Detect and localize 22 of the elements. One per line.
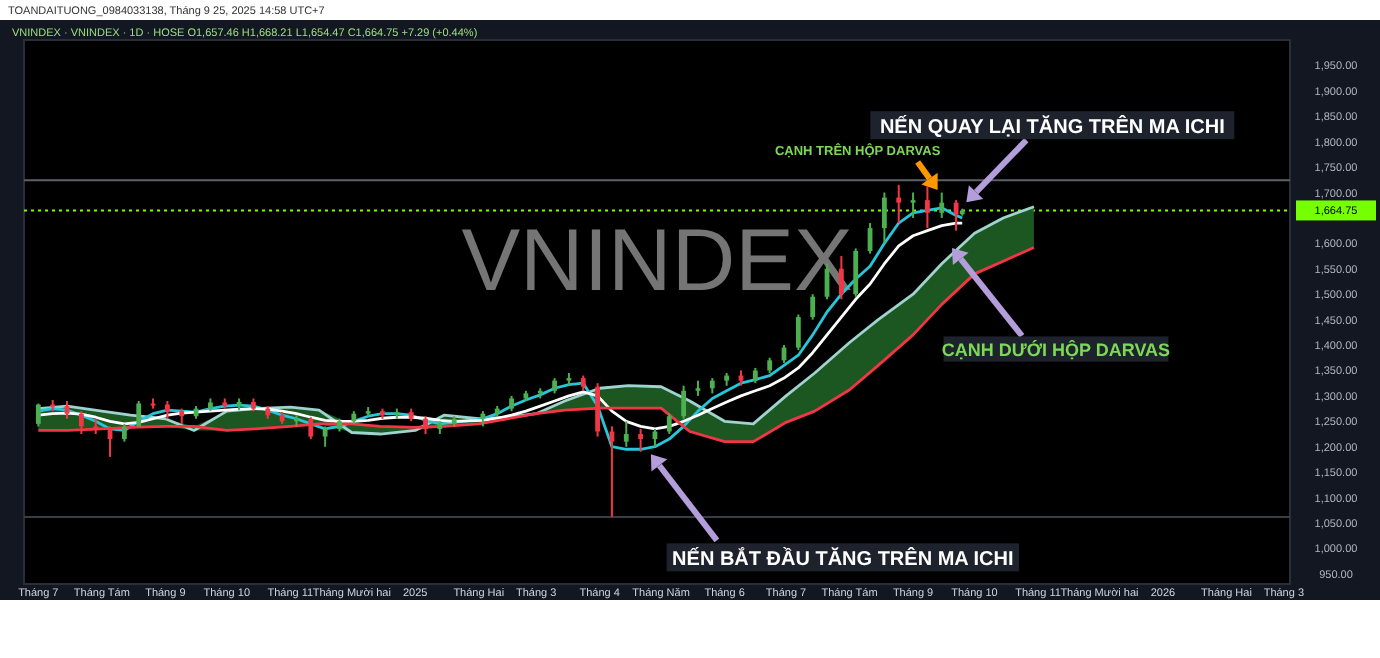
candlestick [609, 425, 615, 518]
candlestick [35, 402, 41, 428]
candlestick [939, 191, 945, 219]
annotation: NẾN BẮT ĐẦU TĂNG TRÊN MA ICHI [672, 547, 1015, 572]
candlestick [136, 399, 142, 428]
candlestick [795, 313, 801, 352]
candlestick [78, 410, 84, 436]
candlestick [322, 425, 328, 448]
annotation: CẠNH DƯỚI HỘP DARVAS [941, 338, 1171, 361]
candlestick [623, 420, 629, 448]
candlestick [810, 293, 816, 321]
candlestick [896, 183, 902, 225]
annotation: NẾN QUAY LẠI TĂNG TRÊN MA ICHI [879, 115, 1226, 140]
candlestick [666, 412, 672, 436]
candlestick [595, 382, 600, 438]
candlestick [853, 247, 859, 298]
candlestick [910, 191, 916, 219]
candlestick [925, 185, 930, 230]
text: VNINDEX [461, 212, 853, 310]
candlestick [881, 191, 887, 245]
candlestick [681, 384, 687, 420]
candlestick [638, 427, 644, 453]
